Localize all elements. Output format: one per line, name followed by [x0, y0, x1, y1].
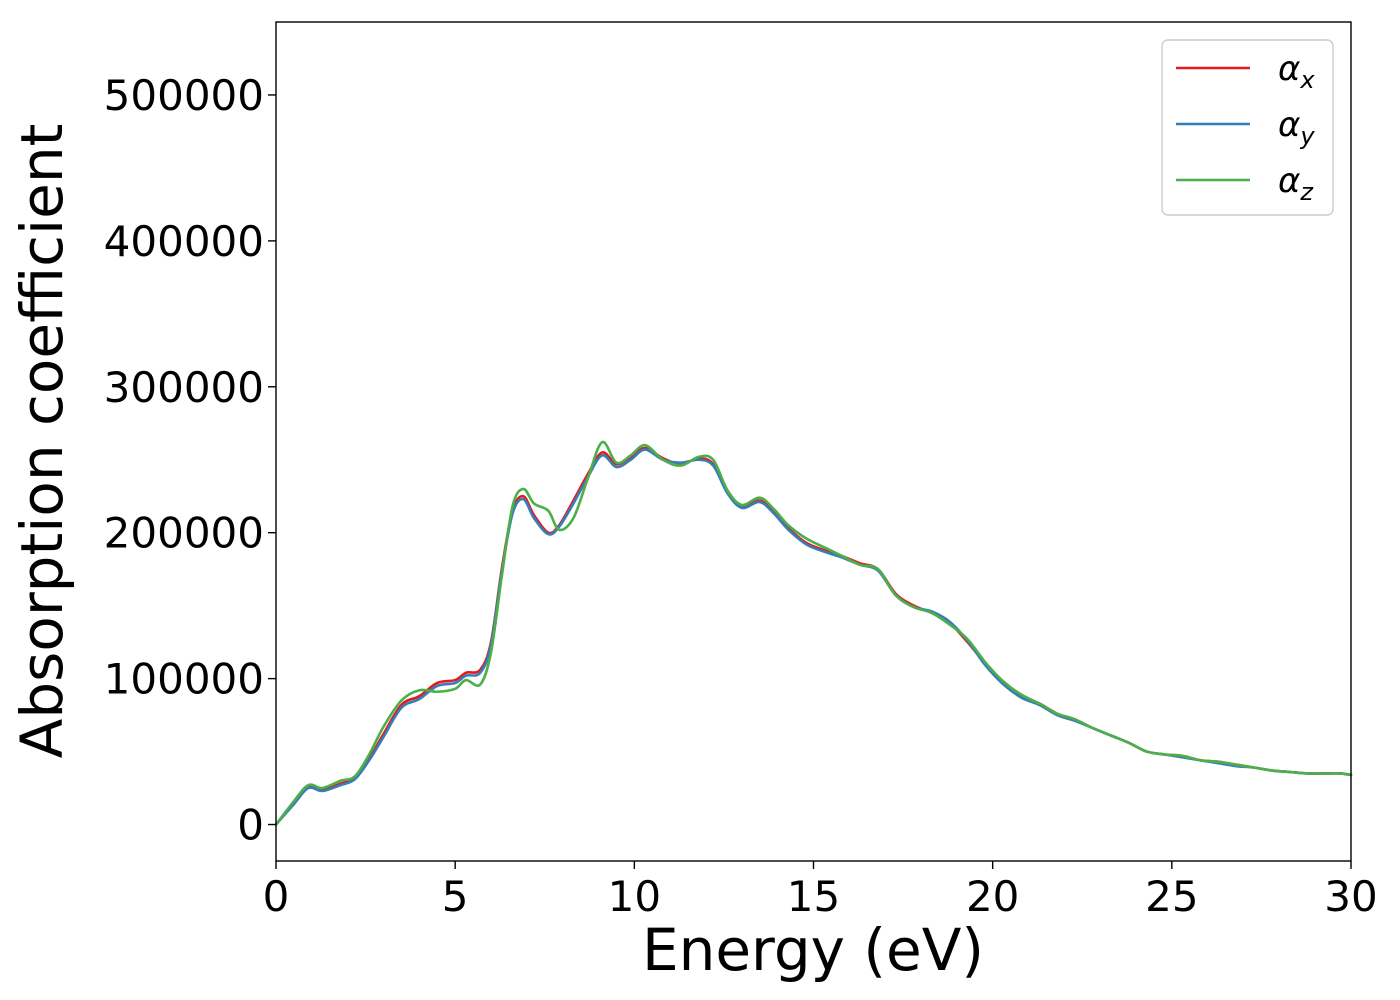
y-axis-title: Absorption coefficient [8, 124, 76, 759]
x-axis-ticks: 0 5 10 15 20 25 30 [263, 861, 1378, 921]
x-tick-label: 20 [966, 872, 1019, 921]
x-tick-label: 25 [1145, 872, 1198, 921]
x-tick-label: 0 [263, 872, 290, 921]
x-tick-label: 5 [442, 872, 469, 921]
x-tick-label: 30 [1324, 872, 1377, 921]
x-tick-label: 15 [787, 872, 840, 921]
y-tick-label: 300000 [104, 363, 264, 412]
legend[interactable]: αx αy αz [1161, 39, 1334, 216]
y-axis-ticks: 0 100000 200000 300000 400000 500000 [104, 71, 276, 850]
legend-label-x: αx [1278, 49, 1315, 94]
series-layer [274, 440, 1353, 826]
x-axis-title: Energy (eV) [642, 916, 984, 984]
legend-box [1161, 39, 1334, 216]
y-tick-label: 500000 [104, 71, 264, 120]
y-tick-label: 0 [237, 801, 264, 850]
y-tick-label: 200000 [104, 509, 264, 558]
y-tick-label: 400000 [104, 217, 264, 266]
series-line-z [274, 440, 1353, 826]
x-tick-label: 10 [608, 872, 661, 921]
y-tick-label: 100000 [104, 655, 264, 704]
legend-label-y: αy [1278, 105, 1315, 150]
legend-label-z: αz [1278, 161, 1314, 206]
